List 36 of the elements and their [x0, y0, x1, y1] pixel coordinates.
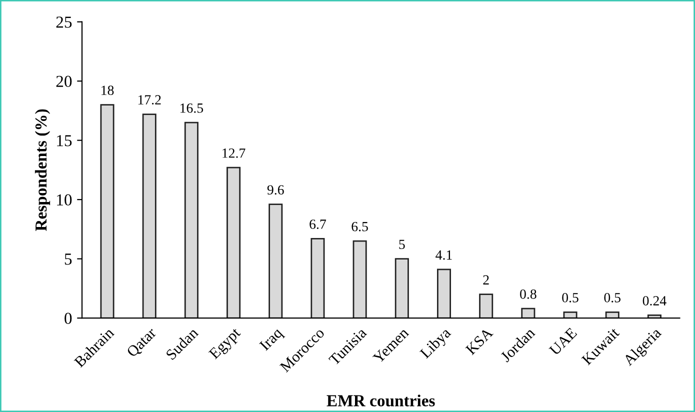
bar — [394, 258, 409, 318]
data-label: 9.6 — [267, 185, 284, 195]
bar — [310, 238, 325, 318]
data-label: 17.2 — [138, 95, 161, 105]
data-label: 6.5 — [352, 222, 368, 232]
x-tick-label: KSA — [465, 326, 494, 356]
y-axis-title: Respondents (%) — [34, 109, 50, 232]
bar — [605, 311, 620, 318]
y-tick-label: 15 — [57, 135, 72, 146]
bar — [184, 122, 198, 318]
bar — [268, 204, 283, 318]
bar — [142, 114, 156, 318]
bar — [100, 104, 114, 318]
data-label: 5 — [399, 240, 405, 250]
bar — [521, 308, 536, 318]
data-label: 0.5 — [562, 293, 578, 302]
data-label: 0.5 — [604, 293, 620, 302]
x-axis-title: EMR countries — [326, 394, 435, 406]
bar — [352, 240, 367, 318]
y-tick-label: 10 — [57, 194, 72, 206]
y-tick-label: 0 — [64, 312, 72, 324]
data-label: 4.1 — [436, 250, 452, 260]
bar — [436, 268, 452, 318]
y-tick-label: 5 — [64, 254, 72, 265]
data-label: 2 — [483, 275, 489, 284]
y-tick-label: 25 — [56, 16, 72, 28]
data-label: 0.24 — [642, 296, 666, 306]
bar — [479, 294, 494, 318]
data-label: 12.7 — [222, 148, 246, 158]
data-label: 18 — [102, 86, 114, 96]
data-label: 16.5 — [180, 103, 204, 113]
bar — [563, 311, 578, 318]
y-tick-label: 20 — [56, 76, 72, 88]
data-label: 6.7 — [310, 220, 326, 229]
data-label: 0.8 — [520, 289, 536, 299]
bar — [226, 166, 241, 318]
